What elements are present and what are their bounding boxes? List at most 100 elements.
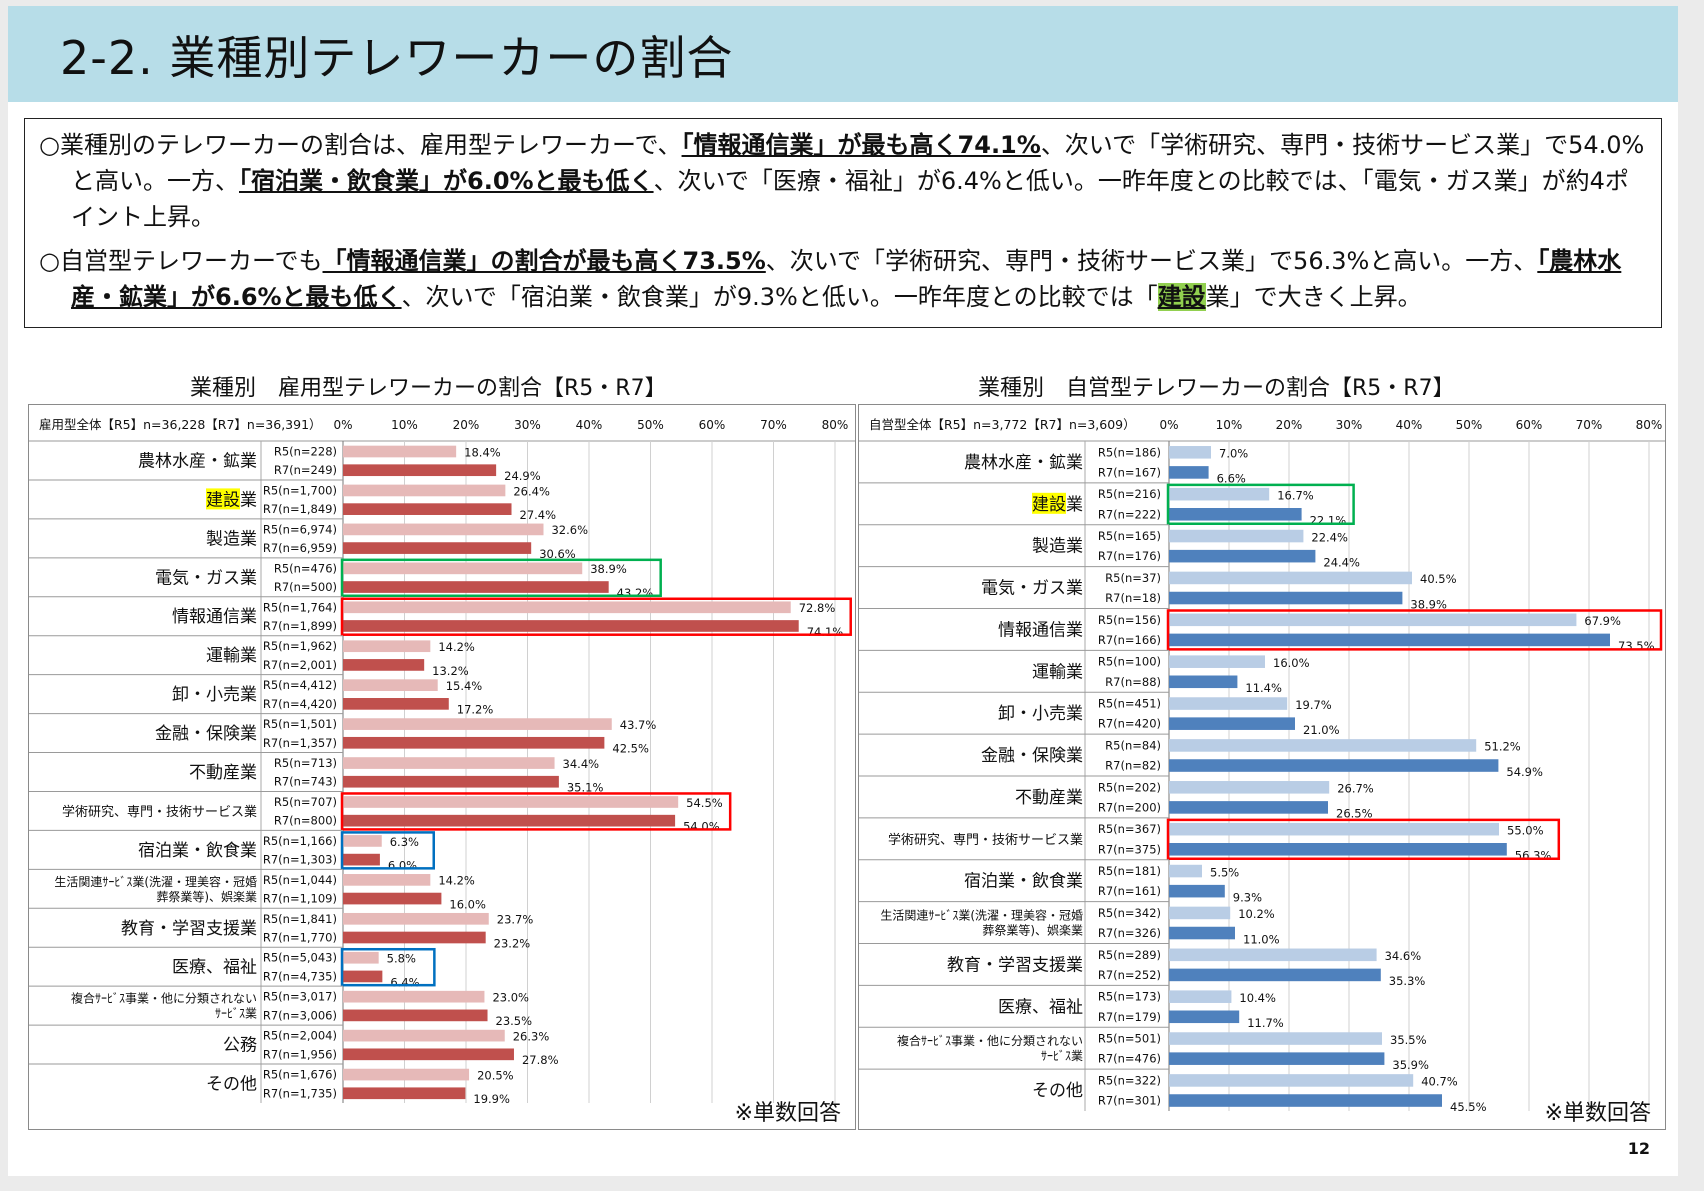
- r5-sublabel: R5(n=2,004): [263, 1029, 337, 1043]
- r5-sublabel: R5(n=322): [1098, 1073, 1161, 1087]
- data-label-r5: 23.0%: [492, 991, 529, 1005]
- summary-segment: 、次いで「宿泊業・飲食業」が9.3%と低い。一昨年度との比較では「: [401, 283, 1158, 311]
- bar-r7: [343, 1048, 514, 1061]
- x-tick-label: 0%: [1159, 418, 1178, 432]
- r7-sublabel: R7(n=326): [1098, 926, 1161, 940]
- category-label: 卸・小売業: [998, 704, 1083, 724]
- r5-sublabel: R5(n=1,841): [263, 912, 337, 926]
- summary-segment: 「農林水産・鉱業」が6.6%と最も低く: [71, 247, 1622, 311]
- data-label-r7: 6.6%: [1217, 472, 1246, 486]
- r7-sublabel: R7(n=4,420): [263, 697, 337, 711]
- bar-r7: [1169, 549, 1316, 563]
- category-label: 金融・保険業: [981, 746, 1083, 766]
- x-tick-label: 30%: [1336, 418, 1363, 432]
- chart-panel-selfemployed: 自営型全体【R5】n=3,772【R7】n=3,609） 0% 10% 20% 30% 4…: [858, 404, 1666, 1130]
- data-label-r7: 54.9%: [1506, 765, 1543, 779]
- summary-segment: 「宿泊業・飲食業」が6.0%と最も低く: [239, 167, 654, 195]
- bar-r7: [343, 814, 676, 827]
- x-tick-label: 70%: [760, 418, 787, 432]
- r7-sublabel: R7(n=82): [1105, 759, 1161, 773]
- data-label-r7: 30.6%: [539, 547, 576, 561]
- r5-sublabel: R5(n=1,962): [263, 639, 337, 653]
- r5-sublabel: R5(n=707): [274, 795, 337, 809]
- r7-sublabel: R7(n=743): [274, 775, 337, 789]
- r7-sublabel: R7(n=166): [1098, 633, 1161, 647]
- r5-sublabel: R5(n=1,764): [263, 600, 337, 614]
- bar-r7: [343, 853, 380, 866]
- data-label-r5: 14.2%: [438, 874, 475, 888]
- data-label-r7: 23.5%: [496, 1014, 533, 1028]
- r7-sublabel: R7(n=1,357): [263, 736, 337, 750]
- bar-r5: [343, 679, 438, 692]
- data-label-r5: 35.5%: [1390, 1033, 1427, 1047]
- x-tick-label: 40%: [576, 418, 603, 432]
- category-label-line1: 生活関連ｻｰﾋﾞｽ業(洗濯・理美容・冠婚: [54, 874, 257, 889]
- data-label-r5: 40.7%: [1421, 1075, 1458, 1089]
- category-label: 宿泊業・飲食業: [138, 841, 257, 861]
- x-tick-label: 0%: [333, 418, 352, 432]
- data-label-r7: 22.1%: [1310, 514, 1347, 528]
- bar-r5: [1169, 697, 1288, 710]
- r5-sublabel: R5(n=84): [1105, 738, 1161, 752]
- bar-r7: [1169, 591, 1403, 605]
- category-label-line2: 葬祭業等)、娯楽業: [156, 890, 257, 904]
- data-label-r5: 14.2%: [438, 640, 475, 654]
- x-tick-label: 60%: [699, 418, 726, 432]
- summary-paragraph-1: ○業種別のテレワーカーの割合は、雇用型テレワーカーで、「情報通信業」が最も高く7…: [39, 127, 1647, 235]
- slide: 2-2. 業種別テレワーカーの割合 ○業種別のテレワーカーの割合は、雇用型テレワ…: [8, 6, 1678, 1176]
- r7-sublabel: R7(n=3,006): [263, 1008, 337, 1022]
- data-label-r5: 26.3%: [513, 1029, 550, 1043]
- r5-sublabel: R5(n=4,412): [263, 678, 337, 692]
- r7-sublabel: R7(n=18): [1105, 591, 1161, 605]
- highlight-box-blue: [340, 947, 436, 987]
- r5-sublabel: R5(n=186): [1098, 445, 1161, 459]
- r7-sublabel: R7(n=301): [1098, 1094, 1161, 1108]
- x-tick-label: 10%: [391, 418, 418, 432]
- data-label-r7: 35.9%: [1392, 1058, 1429, 1072]
- r7-sublabel: R7(n=476): [1098, 1052, 1161, 1066]
- summary-box: ○業種別のテレワーカーの割合は、雇用型テレワーカーで、「情報通信業」が最も高く7…: [24, 118, 1662, 328]
- bar-r7: [343, 892, 442, 905]
- data-label-r5: 5.5%: [1210, 865, 1239, 879]
- r7-sublabel: R7(n=375): [1098, 842, 1161, 856]
- x-tick-label: 80%: [822, 418, 849, 432]
- r5-sublabel: R5(n=3,017): [263, 990, 337, 1004]
- bar-r7: [1169, 1052, 1385, 1065]
- category-label-line2: ｻｰﾋﾞｽ業: [1041, 1049, 1083, 1063]
- bar-r7: [343, 1087, 466, 1100]
- r7-sublabel: R7(n=1,899): [263, 619, 337, 633]
- r7-sublabel: R7(n=1,849): [263, 502, 337, 516]
- x-tick-label: 10%: [1216, 418, 1243, 432]
- r5-sublabel: R5(n=181): [1098, 864, 1161, 878]
- category-label-line1: 生活関連ｻｰﾋﾞｽ業(洗濯・理美容・冠婚: [880, 908, 1083, 923]
- r7-sublabel: R7(n=6,959): [263, 541, 337, 555]
- summary-segment: 、次いで「学術研究、専門・技術サービス業」で56.3%と高い。一方、: [765, 247, 1538, 275]
- highlight-mark: [1032, 492, 1066, 514]
- bar-r5: [343, 484, 506, 497]
- highlight-box-green: [340, 558, 662, 598]
- data-label-r5: 18.4%: [464, 445, 501, 459]
- bar-r7: [343, 581, 609, 593]
- category-label: 情報通信業: [998, 620, 1083, 640]
- bar-r5: [343, 640, 431, 653]
- x-tick-label: 70%: [1576, 418, 1603, 432]
- bar-r5: [343, 1068, 470, 1081]
- bar-r5: [1169, 655, 1265, 668]
- bar-r7: [1169, 466, 1209, 479]
- r5-sublabel: R5(n=1,166): [263, 834, 337, 848]
- data-label-r5: 16.7%: [1277, 488, 1314, 502]
- highlight-box-red: [1166, 818, 1561, 860]
- bar-r5: [1169, 446, 1211, 459]
- r5-sublabel: R5(n=713): [274, 756, 337, 770]
- bar-r5: [1169, 1032, 1382, 1045]
- category-label: 建設業: [206, 490, 257, 510]
- data-label-r7: 35.3%: [1389, 974, 1426, 988]
- data-label-r5: 19.7%: [1295, 698, 1332, 712]
- r7-sublabel: R7(n=1,109): [263, 892, 337, 906]
- data-label-r7: 19.9%: [473, 1092, 510, 1106]
- category-label: 農林水産・鉱業: [964, 453, 1083, 473]
- r5-sublabel: R5(n=37): [1105, 571, 1161, 585]
- bar-r5: [1169, 739, 1477, 752]
- r7-sublabel: R7(n=252): [1098, 968, 1161, 982]
- category-label: 医療、福祉: [172, 958, 257, 978]
